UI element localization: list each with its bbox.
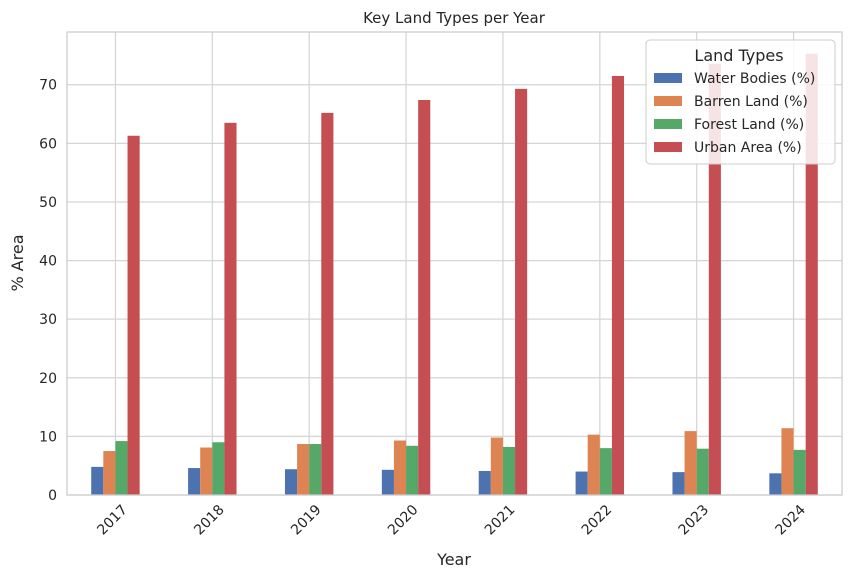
bar bbox=[490, 437, 503, 495]
bar bbox=[611, 75, 625, 496]
bar bbox=[309, 444, 322, 495]
bar bbox=[708, 63, 721, 495]
bar bbox=[200, 447, 213, 495]
bar bbox=[321, 112, 334, 495]
bar bbox=[515, 88, 528, 495]
bar bbox=[793, 449, 806, 495]
legend-swatch bbox=[654, 96, 682, 106]
x-tick-label: 2019 bbox=[288, 502, 325, 539]
legend-items: Water Bodies (%) Barren Land (%) Forest La… bbox=[654, 71, 815, 156]
bar bbox=[406, 445, 419, 495]
bar bbox=[478, 470, 491, 495]
x-tick-label: 2022 bbox=[579, 502, 616, 539]
bar bbox=[781, 428, 794, 495]
bar bbox=[91, 466, 104, 495]
bar bbox=[672, 472, 685, 495]
x-tick-label: 2021 bbox=[482, 502, 519, 539]
y-tick-label: 30 bbox=[39, 312, 57, 328]
x-tick-label: 2018 bbox=[191, 502, 228, 539]
x-tick-label: 2023 bbox=[676, 502, 713, 539]
legend-label: Water Bodies (%) bbox=[694, 71, 815, 87]
bars bbox=[91, 53, 818, 496]
bar bbox=[418, 99, 431, 496]
x-tick-label: 2017 bbox=[94, 502, 131, 539]
x-tick-labels: 2017 2018 2019 2020 2021 2022 2023 2024 bbox=[94, 502, 809, 539]
x-tick-label: 2020 bbox=[385, 502, 422, 539]
legend-swatch bbox=[654, 119, 682, 129]
bar bbox=[575, 471, 588, 495]
bar bbox=[502, 446, 516, 495]
legend-label: Barren Land (%) bbox=[694, 94, 808, 110]
legend-swatch bbox=[654, 73, 682, 83]
y-tick-labels: 0 10 20 30 40 50 60 70 bbox=[39, 78, 57, 504]
y-tick-label: 0 bbox=[48, 488, 57, 504]
bar bbox=[769, 473, 782, 495]
bar bbox=[297, 444, 310, 495]
bar bbox=[224, 122, 237, 496]
bar bbox=[599, 448, 612, 495]
bar bbox=[103, 451, 116, 495]
bar bbox=[393, 440, 407, 495]
bar bbox=[696, 448, 709, 495]
bar bbox=[587, 434, 600, 495]
legend-label: Forest Land (%) bbox=[694, 117, 804, 133]
plot-border bbox=[66, 31, 843, 496]
chart-title: Key Land Types per Year bbox=[363, 9, 546, 27]
legend-label: Urban Area (%) bbox=[694, 140, 802, 156]
bar bbox=[381, 469, 394, 495]
legend-swatch bbox=[654, 142, 682, 152]
y-tick-label: 20 bbox=[39, 371, 57, 387]
x-tick-label: 2024 bbox=[772, 502, 809, 539]
bar bbox=[188, 468, 201, 495]
y-tick-label: 40 bbox=[39, 254, 57, 270]
bar bbox=[284, 469, 298, 495]
legend-box bbox=[645, 39, 836, 165]
bar bbox=[212, 442, 225, 495]
legend-title: Land Types bbox=[694, 46, 783, 65]
y-tick-label: 60 bbox=[39, 136, 57, 152]
grid bbox=[67, 32, 842, 496]
x-axis-label: Year bbox=[436, 550, 471, 569]
legend: Land Types Water Bodies (%) Barren Land (… bbox=[645, 39, 836, 165]
bar bbox=[127, 135, 140, 495]
y-axis-label: % Area bbox=[8, 234, 27, 291]
y-tick-label: 70 bbox=[39, 78, 57, 94]
y-tick-label: 50 bbox=[39, 195, 57, 211]
y-tick-label: 10 bbox=[39, 429, 57, 445]
bar bbox=[684, 431, 697, 495]
bar bbox=[115, 441, 128, 495]
